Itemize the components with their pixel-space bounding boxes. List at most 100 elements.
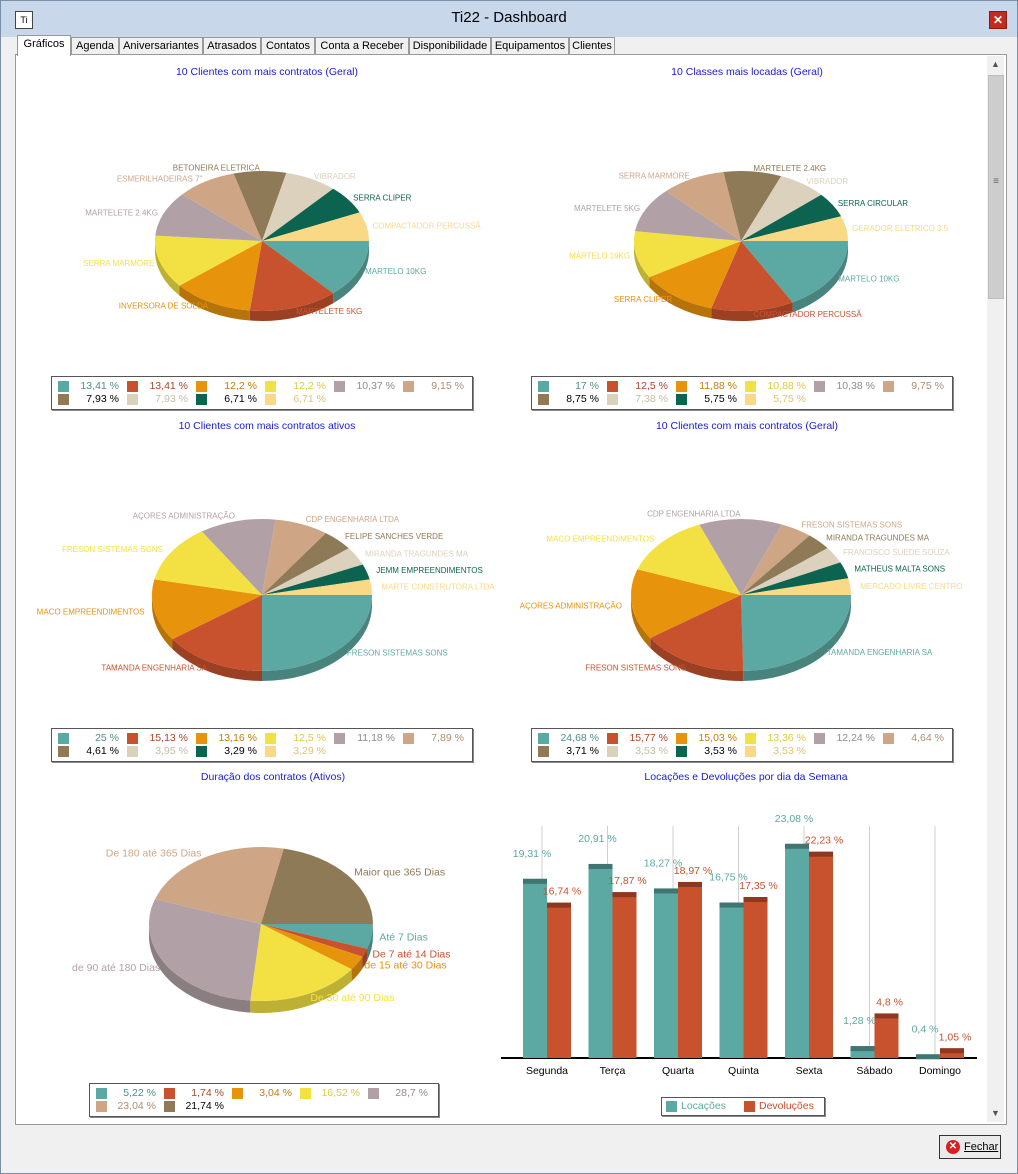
bar-devolucoes-3[interactable] xyxy=(678,881,702,1058)
pie-slice-3[interactable] xyxy=(649,241,741,309)
pie-slice-10[interactable] xyxy=(741,216,848,241)
pie-slice-6[interactable] xyxy=(154,847,284,924)
scroll-thumb[interactable]: ≡ xyxy=(988,75,1004,299)
pie-slice-6[interactable] xyxy=(262,519,326,595)
fechar-button[interactable]: ✕ Fechar xyxy=(939,1135,1001,1159)
pie-slice-5[interactable] xyxy=(155,194,262,241)
legend-swatch xyxy=(164,1088,175,1099)
bar-locacoes-1[interactable] xyxy=(523,878,547,1058)
pie-slice-8[interactable] xyxy=(741,548,841,595)
pie-slice-3[interactable] xyxy=(151,579,262,640)
pie-slice-8[interactable] xyxy=(262,172,334,241)
pie-slice-10[interactable] xyxy=(262,212,369,241)
pie-slice-7[interactable] xyxy=(741,535,828,595)
pie-slice-3[interactable] xyxy=(261,924,363,970)
bar-value-label: 19,31 % xyxy=(513,848,552,860)
pie-slice-4[interactable] xyxy=(250,924,352,1001)
pie-slice-6[interactable] xyxy=(741,524,810,595)
slice-label-8: MIRANDA TRAGUNDES MA xyxy=(365,549,469,558)
tab-9[interactable]: Clientes xyxy=(569,37,615,55)
pie-side-2 xyxy=(650,637,744,681)
tab-4[interactable]: Atrasados xyxy=(203,37,261,55)
pie-side-3 xyxy=(631,595,651,648)
pie-slice-2[interactable] xyxy=(261,924,368,957)
pie-slice-10[interactable] xyxy=(262,579,372,595)
pie-slice-5[interactable] xyxy=(635,191,741,241)
legend-swatch xyxy=(334,381,345,392)
tab-7[interactable]: Disponibilidade xyxy=(409,37,491,55)
bar-locacoes-2[interactable] xyxy=(588,863,613,1058)
pie-slice-4[interactable] xyxy=(634,231,741,278)
pie-slice-3[interactable] xyxy=(631,569,741,638)
tab-1[interactable]: Gráficos xyxy=(17,35,71,56)
pie-slice-2[interactable] xyxy=(650,595,744,671)
legend-value: 6,71 % xyxy=(293,393,326,405)
slice-label-9: SERRA CIRCULAR xyxy=(838,199,908,208)
pie-slice-6[interactable] xyxy=(665,171,741,241)
tab-3[interactable]: Aniversariantes xyxy=(119,37,203,55)
pie-slice-5[interactable] xyxy=(149,899,261,1001)
pie-slice-5[interactable] xyxy=(201,519,276,595)
pie-side-1 xyxy=(262,595,372,681)
legend-value: 3,95 % xyxy=(155,745,188,757)
tab-6[interactable]: Conta a Receber xyxy=(315,37,409,55)
pie-slice-6[interactable] xyxy=(182,173,262,241)
bar-value-label: 16,74 % xyxy=(543,886,582,898)
legend-item-4: 12,5 % xyxy=(265,732,326,745)
tab-5[interactable]: Contatos xyxy=(261,37,315,55)
bar-locacoes-5[interactable] xyxy=(785,843,809,1058)
tab-2[interactable]: Agenda xyxy=(71,37,119,55)
pie-slice-3[interactable] xyxy=(179,241,262,311)
close-window-button[interactable]: ✕ xyxy=(989,11,1007,29)
pie-slice-2[interactable] xyxy=(172,595,262,671)
pie-slice-8[interactable] xyxy=(262,548,363,595)
pie-slice-9[interactable] xyxy=(262,564,370,595)
pie-slice-8[interactable] xyxy=(741,176,822,241)
legend-item-8: 7,93 % xyxy=(127,393,188,406)
legend-item-10: 5,75 % xyxy=(745,393,806,406)
pie-slice-2[interactable] xyxy=(249,241,334,311)
pie-slice-9[interactable] xyxy=(262,188,360,241)
vertical-scrollbar[interactable]: ▲ ≡ ▼ xyxy=(987,56,1004,1122)
pie-slice-9[interactable] xyxy=(741,562,849,595)
legend-value: 1,74 % xyxy=(191,1087,224,1099)
tab-8[interactable]: Equipamentos xyxy=(491,37,569,55)
bar-devolucoes-1[interactable] xyxy=(547,902,571,1058)
pie-slice-9[interactable] xyxy=(741,194,842,241)
pie-slice-4[interactable] xyxy=(637,524,741,595)
bar-locacoes-3[interactable] xyxy=(654,888,678,1058)
bar-devolucoes-5[interactable] xyxy=(809,851,833,1058)
pie-slice-7[interactable] xyxy=(233,171,287,241)
pie-slice-1[interactable] xyxy=(261,924,373,949)
legend-swatch xyxy=(883,733,894,744)
bar-locacoes-6[interactable] xyxy=(850,1046,875,1058)
bar-value-label: 1,05 % xyxy=(939,1031,972,1043)
title-bar[interactable]: Ti Ti22 - Dashboard ✕ xyxy=(1,1,1017,37)
legend-value: 4,61 % xyxy=(86,745,119,757)
scroll-up-icon[interactable]: ▲ xyxy=(991,59,1000,69)
pie-slice-10[interactable] xyxy=(741,578,851,595)
slice-label-4: De 30 até 90 Dias xyxy=(310,992,394,1004)
bar-devolucoes-4[interactable] xyxy=(743,896,768,1058)
legend-swatch xyxy=(676,746,687,757)
window-title: Ti22 - Dashboard xyxy=(451,9,567,26)
legend-swatch xyxy=(96,1101,107,1112)
pie-slice-7[interactable] xyxy=(262,533,349,595)
pie-slice-1[interactable] xyxy=(262,595,372,671)
bar-devolucoes-6[interactable] xyxy=(874,1013,899,1058)
scroll-down-icon[interactable]: ▼ xyxy=(991,1108,1000,1118)
legend-swatch xyxy=(814,381,825,392)
pie-slice-1[interactable] xyxy=(741,595,851,671)
pie-slice-7[interactable] xyxy=(723,171,782,241)
pie-slice-4[interactable] xyxy=(154,531,262,595)
pie-side-3 xyxy=(152,595,173,650)
pie-slice-1[interactable] xyxy=(741,241,848,303)
bar-devolucoes-2[interactable] xyxy=(612,892,637,1058)
pie-slice-2[interactable] xyxy=(711,241,793,311)
pie-slice-7[interactable] xyxy=(261,848,373,924)
pie-slice-1[interactable] xyxy=(262,241,369,294)
pie-slice-4[interactable] xyxy=(155,235,262,286)
pie-slice-5[interactable] xyxy=(699,519,782,595)
bar-locacoes-4[interactable] xyxy=(719,902,744,1058)
